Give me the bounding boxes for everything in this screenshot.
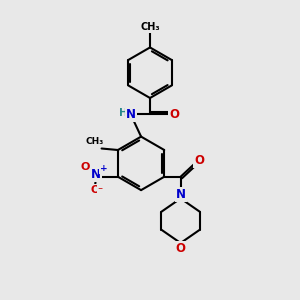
Text: N: N — [91, 168, 101, 181]
Text: O: O — [90, 185, 100, 195]
Text: CH₃: CH₃ — [86, 137, 104, 146]
Text: H: H — [119, 108, 128, 118]
Text: N: N — [176, 188, 186, 201]
Text: ⁻: ⁻ — [98, 186, 103, 196]
Text: N: N — [126, 108, 136, 121]
Text: O: O — [176, 242, 186, 255]
Text: O: O — [194, 154, 204, 167]
Text: +: + — [100, 164, 108, 173]
Text: O: O — [169, 108, 179, 121]
Text: CH₃: CH₃ — [140, 22, 160, 32]
Text: O: O — [80, 162, 90, 172]
